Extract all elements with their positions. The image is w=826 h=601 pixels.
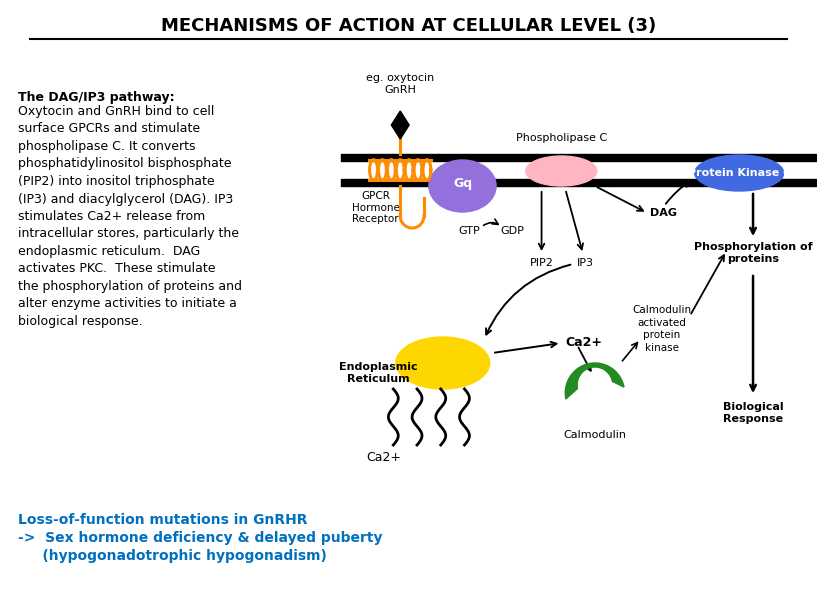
Text: GDP: GDP	[500, 226, 524, 236]
Text: ->  Sex hormone deficiency & delayed puberty: -> Sex hormone deficiency & delayed pube…	[18, 531, 382, 545]
Text: Endoplasmic
Reticulum: Endoplasmic Reticulum	[339, 362, 418, 384]
Text: Phosphorylation of
proteins: Phosphorylation of proteins	[694, 242, 812, 264]
Text: Loss-of-function mutations in GnRHR: Loss-of-function mutations in GnRHR	[18, 513, 307, 527]
Text: Calmodulin
activated
protein
kinase: Calmodulin activated protein kinase	[633, 305, 691, 353]
Text: The DAG/IP3 pathway:: The DAG/IP3 pathway:	[18, 91, 174, 104]
Polygon shape	[392, 111, 409, 139]
Text: PIP2: PIP2	[529, 258, 553, 268]
Text: eg. oxytocin
GnRH: eg. oxytocin GnRH	[366, 73, 434, 95]
Ellipse shape	[429, 160, 496, 212]
Text: Ca2+: Ca2+	[366, 451, 401, 464]
Text: Phospholipase C: Phospholipase C	[515, 133, 607, 143]
Text: Gq: Gq	[453, 177, 472, 191]
Text: DAG: DAG	[650, 208, 677, 218]
Text: Protein Kinase C: Protein Kinase C	[687, 168, 790, 178]
Ellipse shape	[695, 155, 784, 191]
Text: GPCR
Hormone
Receptor: GPCR Hormone Receptor	[352, 191, 400, 224]
Polygon shape	[565, 363, 624, 399]
Text: Oxytocin and GnRH bind to cell
surface GPCRs and stimulate
phospholipase C. It c: Oxytocin and GnRH bind to cell surface G…	[18, 105, 242, 328]
Text: MECHANISMS OF ACTION AT CELLULAR LEVEL (3): MECHANISMS OF ACTION AT CELLULAR LEVEL (…	[160, 17, 656, 35]
Text: Biological
Response: Biological Response	[723, 402, 783, 424]
Text: IP3: IP3	[577, 258, 594, 268]
Ellipse shape	[525, 156, 597, 186]
Text: Calmodulin: Calmodulin	[563, 430, 626, 440]
Text: (hypogonadotrophic hypogonadism): (hypogonadotrophic hypogonadism)	[18, 549, 326, 563]
Ellipse shape	[396, 337, 490, 389]
Text: GTP: GTP	[458, 226, 480, 236]
Text: Ca2+: Ca2+	[581, 380, 613, 390]
Text: Ca2+: Ca2+	[565, 337, 602, 350]
